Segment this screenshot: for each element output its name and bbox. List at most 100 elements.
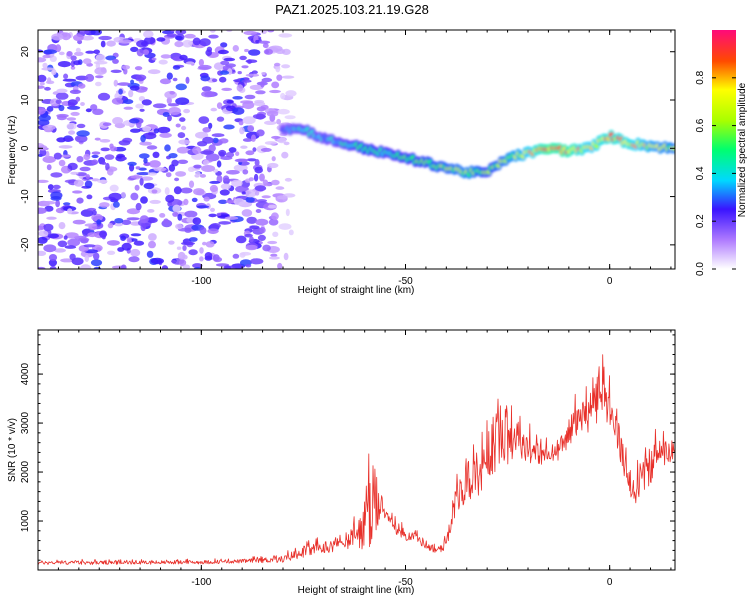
spectrogram-noise-cell <box>271 81 280 89</box>
spectrogram-noise-cell <box>100 147 110 152</box>
spectrogram-noise-cell <box>73 179 84 187</box>
spectrogram-noise-cell <box>105 162 110 171</box>
spectrogram-noise-cell <box>76 197 84 204</box>
spectrogram-noise-cell <box>83 244 96 248</box>
spectrogram-noise-cell <box>141 99 152 106</box>
spectrogram-noise-cell <box>221 87 233 91</box>
spectrogram-noise-cell <box>264 141 277 145</box>
spectrogram-noise-cell <box>72 219 86 225</box>
snr-x-tick-label: -50 <box>398 577 413 588</box>
spectrogram-noise-cell <box>106 40 116 47</box>
spectrogram-noise-cell <box>269 89 281 94</box>
spectrogram-noise-cell <box>71 257 84 266</box>
spectrogram-noise-cell <box>219 189 230 196</box>
spectrogram-noise-cell <box>58 222 66 230</box>
spectrogram-noise-cell <box>130 79 135 85</box>
spectrogram-noise-cell <box>270 253 278 257</box>
spectrogram-noise-cell <box>201 165 216 172</box>
spectrogram-noise-cell <box>245 196 255 203</box>
spectrogram-noise-cell <box>261 77 273 83</box>
spectrogram-noise-cell <box>63 235 68 240</box>
spectrogram-noise-cell <box>245 150 255 156</box>
spectrogram-noise-cell <box>176 246 182 250</box>
spectrogram-noise-cell <box>210 107 218 112</box>
spectrogram-noise-cell <box>70 111 80 116</box>
spectrogram-noise-cell <box>129 118 140 124</box>
spectrogram-noise-cell <box>192 217 202 225</box>
colorbar-tick-label: 0.8 <box>695 70 706 84</box>
spectrogram-noise-cell <box>211 78 218 83</box>
spectrogram-noise-cell <box>267 240 278 245</box>
spectrogram-noise-cell <box>113 201 120 208</box>
spectrogram-noise-cell <box>223 175 230 182</box>
spectrogram-noise-cell <box>191 197 198 203</box>
spectrogram-noise-cell <box>95 81 102 87</box>
spectrogram-noise-cell <box>216 160 222 168</box>
spectrogram-noise-cell <box>238 120 244 126</box>
spectrogram-noise-cell <box>212 137 219 144</box>
spectrogram-noise-cell <box>121 65 130 70</box>
spectrogram-noise-cell <box>276 74 283 81</box>
spectrogram-noise-cell <box>139 177 144 186</box>
spectrogram-noise-cell <box>164 187 170 196</box>
spectrogram-noise-cell <box>179 117 186 122</box>
spectrogram-noise-cell <box>245 73 260 77</box>
spectrogram-noise-cell <box>271 135 281 139</box>
spectrogram-noise-cell <box>66 122 77 130</box>
spectrogram-noise-cell <box>121 156 127 161</box>
spectrogram-noise-cell <box>84 255 90 262</box>
spectrogram-noise-cell <box>168 153 178 159</box>
spectrogram-noise-cell <box>240 145 248 149</box>
spectrogram-noise-cell <box>67 162 78 171</box>
spectrogram-noise-cell <box>240 251 252 256</box>
spectrogram-noise-cell <box>118 88 123 95</box>
spectrogram-noise-cell <box>74 51 84 56</box>
spectrogram-noise-cell <box>44 86 51 91</box>
spectrogram-noise-cell <box>255 90 266 95</box>
spectrogram-noise-cell <box>217 49 229 55</box>
spectrogram-noise-cell <box>182 254 188 260</box>
spectrogram-noise-cell <box>202 159 210 165</box>
spectrogram-noise-cell <box>177 132 186 139</box>
spectrogram-noise-cell <box>253 173 259 182</box>
spectrogram-noise-cell <box>268 256 280 260</box>
spectrogram-noise-cell <box>141 41 148 47</box>
spectrogram-noise-cell <box>205 49 212 56</box>
spectrogram-noise-cell <box>146 145 158 150</box>
spectrogram-noise-cell <box>235 151 240 156</box>
spectrogram-y-tick-label: 10 <box>20 94 31 106</box>
spectrogram-noise-cell <box>184 210 198 218</box>
spectrogram-noise-cell <box>277 262 283 269</box>
snr-x-tick-label: -100 <box>191 577 211 588</box>
spectrogram-noise-cell <box>177 213 183 221</box>
spectrogram-noise-cell <box>259 173 265 182</box>
spectrogram-noise-cell <box>38 179 49 183</box>
spectrogram-noise-cell <box>95 75 104 79</box>
spectrogram-noise-cell <box>200 75 211 82</box>
spectrogram-noise-cell <box>163 218 169 225</box>
spectrogram-noise-cell <box>281 151 289 159</box>
spectrogram-noise-cell <box>97 179 108 184</box>
spectrogram-noise-cell <box>255 209 262 213</box>
spectrogram-noise-cell <box>57 240 68 248</box>
spectrogram-noise-cell <box>109 146 118 152</box>
spectrogram-noise-cell <box>114 222 124 227</box>
spectrogram-noise-cell <box>111 97 123 105</box>
spectrogram-noise-cell <box>275 186 285 190</box>
spectrogram-noise-cell <box>38 57 47 63</box>
spectrogram-noise-cell <box>108 192 122 201</box>
spectrogram-noise-cell <box>97 92 111 101</box>
spectrogram-noise-cell <box>254 191 260 196</box>
spectrogram-noise-cell <box>260 147 272 152</box>
spectrogram-noise-cell <box>70 66 76 70</box>
spectrogram-noise-cell <box>166 33 177 38</box>
spectrogram-noise-cell <box>90 259 103 267</box>
snr-y-ticks: 1000 2000 3000 4000 <box>20 334 675 571</box>
spectrogram-noise-cell <box>52 184 61 190</box>
spectrogram-noise-cell <box>104 154 115 160</box>
spectrogram-noise-cell <box>53 152 62 160</box>
spectrogram-noise-cell <box>210 223 221 229</box>
spectrogram-noise-cell <box>139 141 152 146</box>
spectrogram-noise-cell <box>276 118 281 125</box>
spectrogram-noise-cell <box>80 102 85 106</box>
